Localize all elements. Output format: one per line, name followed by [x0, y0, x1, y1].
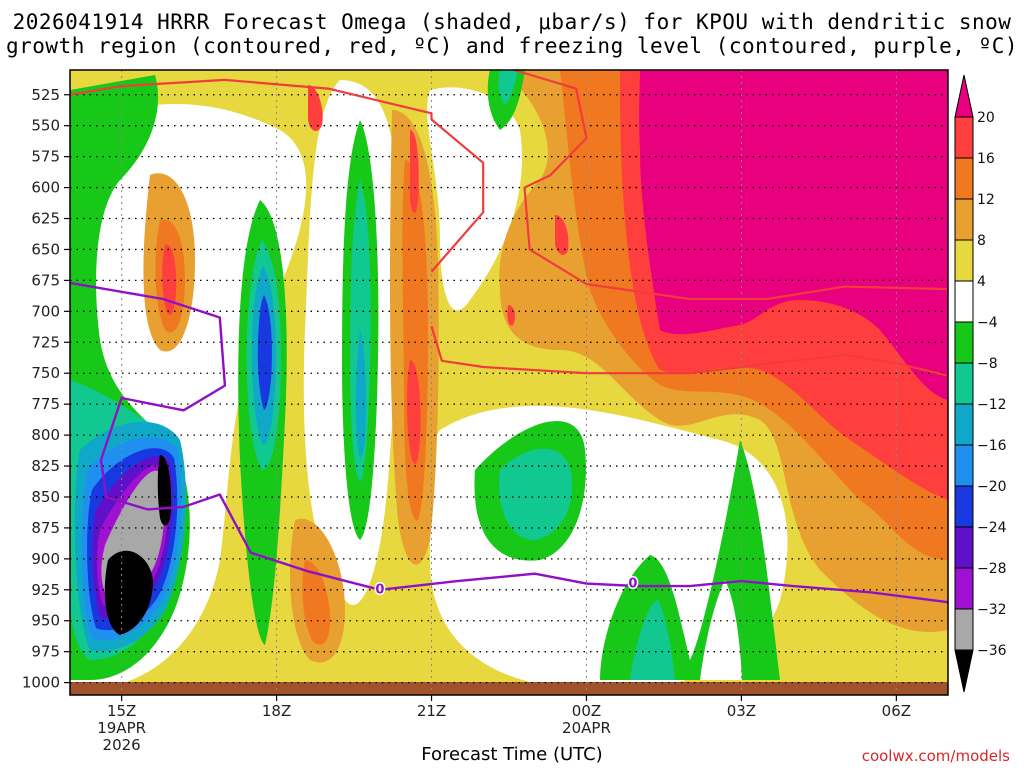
y-tick-label: 650	[31, 240, 60, 258]
y-tick-label: 950	[31, 612, 60, 630]
dendritic-contour-line	[513, 68, 949, 301]
y-tick-label: 600	[31, 179, 60, 197]
colorbar: 20 16 12 8 4 −4 −8 −12 −16 −20 −24 −28 −32 −36	[954, 74, 1007, 693]
y-tick-label: 1000	[22, 674, 60, 692]
plot-frame	[69, 69, 949, 696]
colorbar-label: −28	[977, 561, 1007, 577]
colorbar-swatch	[954, 444, 974, 487]
colorbar-swatch	[954, 157, 974, 200]
y-tick-label: 875	[31, 519, 60, 537]
y-tick-label: 675	[31, 271, 60, 289]
omega-red-region	[410, 130, 419, 214]
colorbar-swatch	[954, 239, 974, 282]
colorbar-swatch	[954, 526, 974, 569]
colorbar-label: −12	[977, 397, 1007, 413]
omega-red-region	[555, 215, 569, 255]
colorbar-label: 20	[977, 110, 995, 126]
colorbar-label: −20	[977, 479, 1007, 495]
omega-white-region	[700, 580, 742, 680]
x-tick-label: 18Z	[262, 702, 291, 720]
y-tick-label: 625	[31, 210, 60, 228]
colorbar-label: −32	[977, 602, 1007, 618]
colorbar-swatch	[954, 485, 974, 528]
dendritic-contour-line	[69, 78, 485, 273]
dendritic-growth-contours	[69, 68, 949, 377]
x-tick-year: 2026	[103, 736, 141, 754]
omega-red-region	[308, 85, 323, 132]
y-tick-label: 550	[31, 117, 60, 135]
omega-magenta-region	[639, 70, 948, 400]
omega-black-region	[104, 550, 153, 635]
colorbar-label: 8	[977, 233, 986, 249]
chart-title-line-2: growth region (contoured, red, ºC) and f…	[5, 34, 1019, 58]
y-tick-label: 850	[31, 488, 60, 506]
colorbar-label: −4	[977, 315, 998, 331]
colorbar-swatch	[954, 608, 974, 651]
x-axis-label: Forecast Time (UTC)	[421, 744, 603, 765]
omega-teal-region	[498, 70, 518, 105]
colorbar-swatch	[954, 362, 974, 405]
x-tick-date: 20APR	[562, 719, 611, 737]
freezing-level-line	[69, 281, 949, 604]
credit-link[interactable]: coolwx.com/models	[861, 747, 1010, 765]
omega-teal-region	[630, 600, 675, 680]
y-tick-label: 925	[31, 581, 60, 599]
omega-red-region	[407, 360, 421, 464]
colorbar-label: −16	[977, 438, 1007, 454]
omega-white-region	[427, 87, 522, 311]
colorbar-swatch	[954, 321, 974, 364]
y-tick-label: 575	[31, 148, 60, 166]
chart-title-line-1: 2026041914 HRRR Forecast Omega (shaded, …	[12, 10, 1012, 34]
colorbar-label: −36	[977, 643, 1007, 659]
y-tick-label: 775	[31, 395, 60, 413]
omega-orange-region	[302, 560, 330, 645]
grid-lines	[70, 70, 948, 695]
y-tick-label: 725	[31, 333, 60, 351]
dendritic-contour-line	[430, 325, 949, 377]
x-tick-label: 15Z	[107, 702, 136, 720]
y-tick-label: 525	[31, 86, 60, 104]
omega-red-region	[507, 305, 516, 326]
omega-cyan-region	[355, 330, 366, 457]
y-tick-label: 975	[31, 643, 60, 661]
omega-field	[70, 70, 948, 695]
omega-red-region	[162, 244, 177, 315]
colorbar-label: 4	[977, 274, 986, 290]
ground-terrain	[70, 682, 948, 695]
y-tick-label: 800	[31, 426, 60, 444]
x-tick-label: 06Z	[882, 702, 911, 720]
y-tick-label: 900	[31, 550, 60, 568]
colorbar-label: 12	[977, 192, 995, 208]
y-axis: 525 550 575 600 625 650 675 700 725 750 775 800 825 8…	[22, 86, 70, 692]
colorbar-swatch	[954, 280, 974, 323]
omega-teal-region	[499, 448, 573, 540]
x-tick-label: 21Z	[417, 702, 446, 720]
colorbar-label: −8	[977, 356, 998, 372]
colorbar-swatch	[954, 198, 974, 241]
colorbar-swatch	[954, 403, 974, 446]
freezing-level-label: 0	[375, 583, 384, 598]
y-tick-label: 750	[31, 364, 60, 382]
colorbar-top-arrow	[954, 74, 974, 118]
x-tick-label: 03Z	[727, 702, 756, 720]
colorbar-bottom-arrow	[954, 649, 974, 693]
colorbar-label: −24	[977, 520, 1007, 536]
colorbar-swatch	[954, 116, 974, 159]
x-tick-label: 00Z	[572, 702, 601, 720]
y-tick-label: 825	[31, 457, 60, 475]
x-tick-date: 19APR	[97, 719, 146, 737]
omega-blue-region	[257, 295, 272, 410]
freezing-level-label: 0	[628, 576, 637, 591]
colorbar-swatch	[954, 567, 974, 610]
colorbar-label: 16	[977, 151, 995, 167]
y-tick-label: 700	[31, 302, 60, 320]
